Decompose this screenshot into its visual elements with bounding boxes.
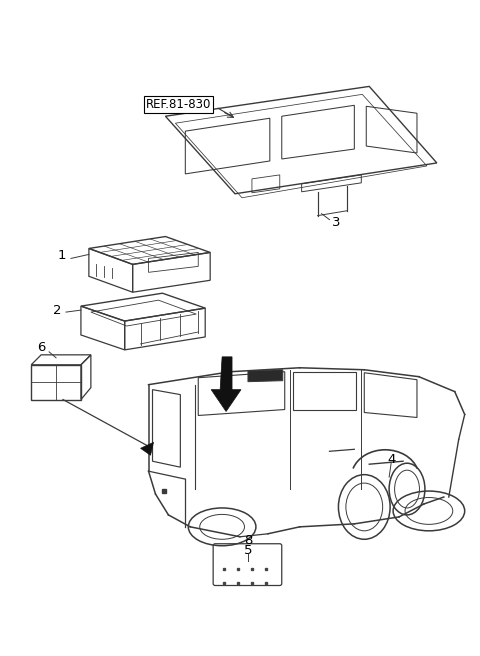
Polygon shape	[211, 357, 241, 411]
Text: REF.81-830: REF.81-830	[145, 98, 211, 111]
Text: 2: 2	[52, 304, 61, 317]
Text: 1: 1	[58, 249, 66, 262]
Text: 8: 8	[244, 534, 252, 547]
Text: 3: 3	[333, 216, 341, 229]
Text: 4: 4	[387, 453, 396, 466]
Text: 5: 5	[244, 544, 252, 557]
Polygon shape	[141, 442, 154, 455]
Text: 6: 6	[37, 341, 45, 354]
Polygon shape	[248, 370, 283, 382]
